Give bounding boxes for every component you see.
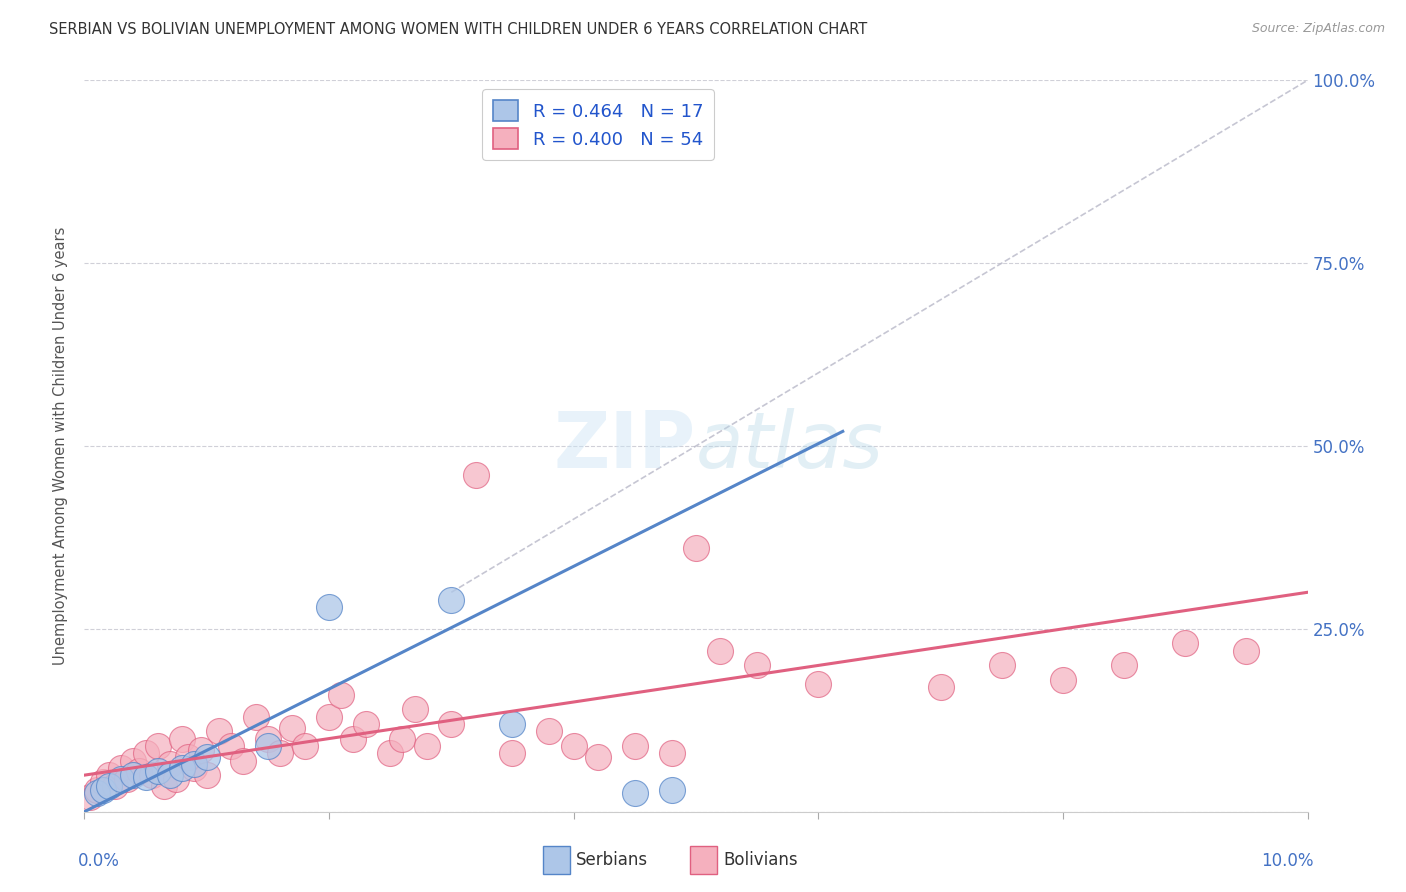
Point xyxy=(86,787,108,801)
Point xyxy=(624,787,647,801)
FancyBboxPatch shape xyxy=(543,847,569,874)
Point xyxy=(110,772,132,786)
Point xyxy=(440,592,463,607)
Point xyxy=(122,768,145,782)
Text: Source: ZipAtlas.com: Source: ZipAtlas.com xyxy=(1251,22,1385,36)
Point xyxy=(538,724,561,739)
Point xyxy=(159,757,181,772)
Point xyxy=(122,754,145,768)
Point xyxy=(404,702,426,716)
Text: ZIP: ZIP xyxy=(554,408,696,484)
Point xyxy=(159,768,181,782)
Point xyxy=(1052,673,1074,687)
Point xyxy=(97,779,120,793)
Point xyxy=(586,749,609,764)
Point xyxy=(747,658,769,673)
Point xyxy=(165,772,187,786)
Point xyxy=(929,681,952,695)
Point xyxy=(110,761,132,775)
Y-axis label: Unemployment Among Women with Children Under 6 years: Unemployment Among Women with Children U… xyxy=(53,227,69,665)
Point xyxy=(195,768,218,782)
Point xyxy=(391,731,413,746)
Point xyxy=(709,644,731,658)
Point xyxy=(128,764,150,779)
FancyBboxPatch shape xyxy=(690,847,717,874)
Point xyxy=(661,746,683,760)
Point xyxy=(281,721,304,735)
Point xyxy=(135,746,157,760)
Point xyxy=(219,739,242,753)
Point xyxy=(104,779,127,793)
Point xyxy=(562,739,585,753)
Point xyxy=(172,731,194,746)
Point xyxy=(294,739,316,753)
Point xyxy=(502,717,524,731)
Legend: R = 0.464   N = 17, R = 0.400   N = 54: R = 0.464 N = 17, R = 0.400 N = 54 xyxy=(482,89,714,160)
Point xyxy=(135,770,157,784)
Point xyxy=(380,746,402,760)
Point xyxy=(464,468,486,483)
Point xyxy=(502,746,524,760)
Text: Bolivians: Bolivians xyxy=(723,851,797,869)
Point xyxy=(146,739,169,753)
Text: Serbians: Serbians xyxy=(576,851,648,869)
Point xyxy=(190,742,212,756)
Point xyxy=(354,717,377,731)
Point xyxy=(269,746,291,760)
Point xyxy=(440,717,463,731)
Point xyxy=(318,709,340,723)
Point xyxy=(115,772,138,786)
Point xyxy=(342,731,364,746)
Point xyxy=(86,782,108,797)
Point xyxy=(416,739,439,753)
Point xyxy=(685,541,707,556)
Text: 10.0%: 10.0% xyxy=(1261,852,1313,870)
Point xyxy=(183,757,205,772)
Text: 0.0%: 0.0% xyxy=(79,852,120,870)
Point xyxy=(141,768,163,782)
Point xyxy=(183,761,205,775)
Point xyxy=(232,754,254,768)
Point xyxy=(153,779,176,793)
Point xyxy=(1114,658,1136,673)
Point xyxy=(257,731,280,746)
Point xyxy=(91,775,114,789)
Point xyxy=(146,764,169,779)
Point xyxy=(807,676,830,690)
Point xyxy=(624,739,647,753)
Point xyxy=(257,739,280,753)
Point xyxy=(172,761,194,775)
Point xyxy=(991,658,1014,673)
Point xyxy=(177,749,200,764)
Point xyxy=(245,709,267,723)
Point xyxy=(208,724,231,739)
Point xyxy=(318,599,340,614)
Point xyxy=(661,782,683,797)
Point xyxy=(1174,636,1197,650)
Point xyxy=(330,688,353,702)
Text: SERBIAN VS BOLIVIAN UNEMPLOYMENT AMONG WOMEN WITH CHILDREN UNDER 6 YEARS CORRELA: SERBIAN VS BOLIVIAN UNEMPLOYMENT AMONG W… xyxy=(49,22,868,37)
Point xyxy=(97,768,120,782)
Text: atlas: atlas xyxy=(696,408,884,484)
Point xyxy=(1236,644,1258,658)
Point xyxy=(79,790,101,805)
Point xyxy=(91,782,114,797)
Point xyxy=(195,749,218,764)
